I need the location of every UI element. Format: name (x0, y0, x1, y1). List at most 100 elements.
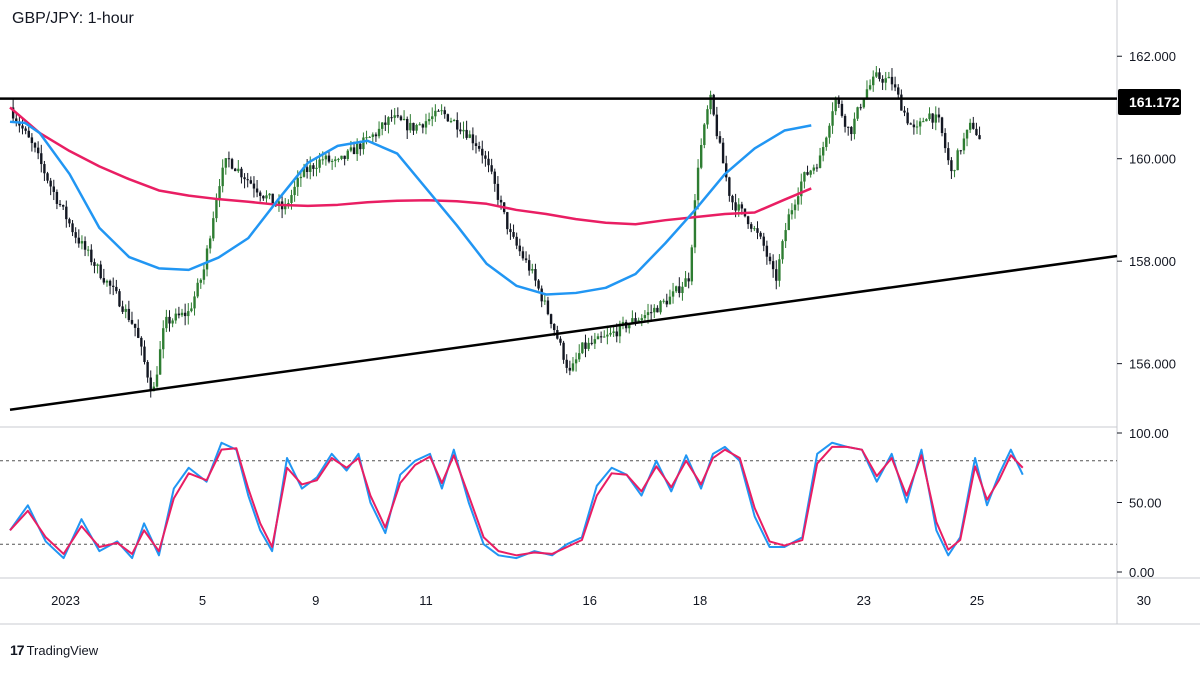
candle-body (112, 285, 115, 287)
candle-body (384, 122, 387, 125)
candle-body (149, 377, 152, 392)
candle-body (884, 78, 887, 83)
candle-body (693, 200, 697, 248)
candle-body (875, 72, 878, 77)
candle-body (371, 134, 375, 137)
candle-body (124, 308, 127, 312)
candle-body (506, 212, 509, 230)
candle-body (474, 143, 478, 146)
candle-body (155, 374, 159, 387)
candle-body (840, 103, 844, 116)
candle-body (706, 109, 709, 125)
candle-body (287, 202, 290, 205)
candle-body (615, 331, 618, 337)
candle-body (631, 318, 634, 324)
candle-body (731, 195, 734, 203)
candle-body (302, 167, 306, 177)
candle-body (787, 214, 790, 231)
candle-body (43, 164, 46, 174)
candle-body (696, 167, 700, 201)
candle-body (277, 201, 281, 205)
candle-body (412, 122, 415, 131)
candle-body (93, 262, 96, 266)
candle-body (753, 228, 756, 230)
candle-body (922, 121, 925, 123)
trendline (9, 254, 1118, 411)
candle-body (424, 121, 428, 128)
candle-body (972, 122, 975, 129)
candle-body (83, 241, 87, 250)
candle-body (190, 308, 193, 312)
price-label: 161.172 (1118, 89, 1181, 115)
candle-body (775, 269, 778, 281)
candle-body (312, 165, 315, 169)
candle-body (77, 237, 81, 244)
candle-body (224, 158, 228, 168)
candle-body (762, 236, 765, 246)
candle-body (296, 178, 299, 187)
candle-body (496, 183, 500, 200)
candle-body (721, 142, 725, 164)
candle-body (449, 120, 453, 122)
candle-body (359, 143, 362, 150)
candle-body (427, 119, 431, 122)
candle-body (725, 163, 728, 178)
candle-body (659, 301, 662, 313)
candle-body (168, 316, 171, 324)
candle-body (15, 118, 18, 122)
price-label-value: 161.172 (1129, 94, 1180, 110)
candle-body (674, 286, 678, 292)
candle-body (671, 291, 675, 297)
candle-body (565, 359, 568, 368)
time-tick-label: 11 (419, 593, 433, 608)
candle-body (437, 110, 440, 112)
candle-body (434, 110, 437, 117)
candle-body (681, 286, 684, 294)
candle-body (740, 204, 744, 209)
candle-body (318, 159, 321, 168)
candle-body (690, 247, 694, 282)
candle-body (668, 296, 672, 305)
candle-body (265, 195, 268, 199)
candle-body (678, 286, 681, 294)
candle-body (771, 261, 775, 270)
candle-body (862, 98, 866, 108)
candle-body (58, 203, 62, 206)
candle-body (290, 195, 293, 203)
candle-body (208, 238, 212, 249)
candle-body (484, 155, 487, 159)
candle-body (912, 124, 916, 128)
candle-body (812, 167, 815, 171)
candle-body (553, 323, 556, 331)
candle-body (734, 202, 737, 211)
candle-body (928, 113, 931, 120)
candle-body (937, 114, 941, 118)
candle-body (803, 172, 806, 182)
candle-body (890, 76, 894, 85)
candle-body (140, 337, 143, 347)
candle-body (531, 269, 534, 271)
candle-body (52, 186, 55, 192)
candle-body (393, 115, 396, 118)
candle-body (421, 124, 425, 128)
time-axis: 2023 5 9 11 16 18 23 25 30 (51, 593, 1151, 608)
price-tick-label: 160.000 (1129, 152, 1176, 167)
candle-body (459, 129, 462, 132)
candle-body (718, 136, 722, 143)
candle-body (800, 181, 803, 197)
candle-body (621, 321, 625, 324)
tradingview-icon: 17 (10, 642, 25, 658)
candle-body (390, 117, 393, 119)
candle-body (68, 219, 71, 224)
candle-body (578, 353, 581, 360)
candle-body (315, 167, 318, 169)
brand-name: TradingView (26, 642, 99, 658)
candle-body (452, 120, 456, 122)
candle-body (537, 280, 540, 289)
candle-body (183, 312, 187, 317)
tradingview-logo[interactable]: 17 TradingView (10, 642, 98, 658)
candle-body (146, 362, 149, 378)
candle-body (71, 223, 74, 233)
candle-body (662, 300, 665, 302)
